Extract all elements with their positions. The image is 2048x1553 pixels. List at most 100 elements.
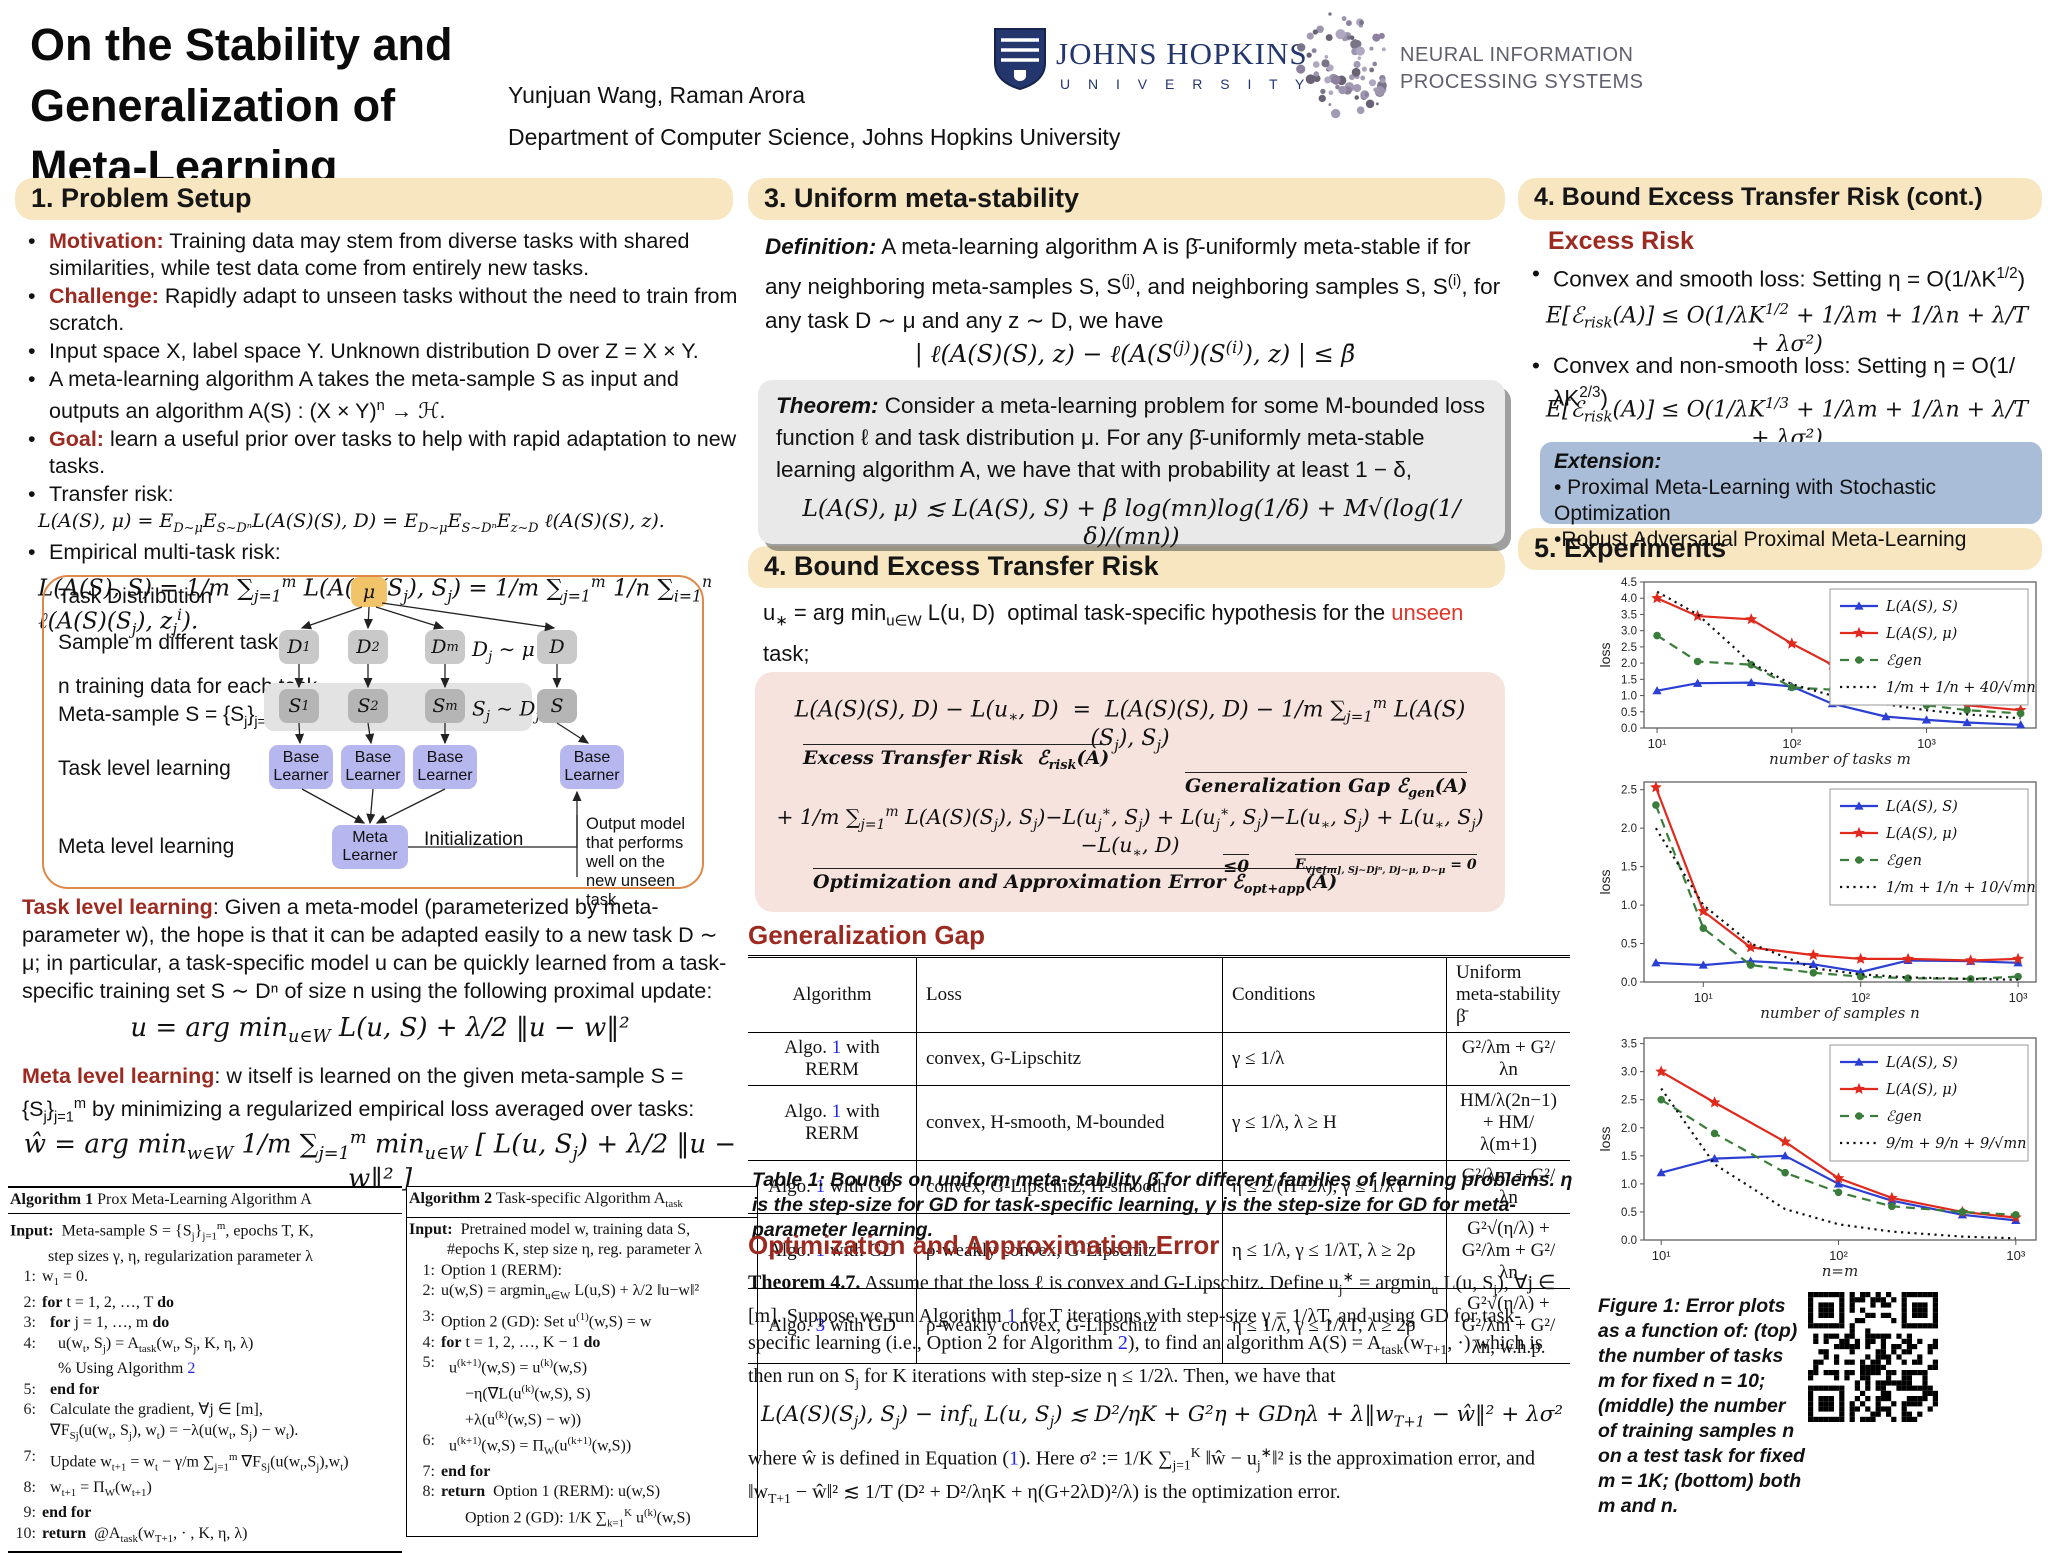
svg-text:1/m + 1/n + 10/√mn: 1/m + 1/n + 10/√mn xyxy=(1886,880,2036,896)
svg-text:ℰgen: ℰgen xyxy=(1886,853,1922,869)
poster-title-line1: On the Stability and Generalization of xyxy=(30,14,670,136)
svg-text:3.0: 3.0 xyxy=(1621,626,1637,638)
algorithm-1-body: Input: Meta-sample S = {Sj}j=1m, epochs … xyxy=(8,1214,402,1553)
transfer-risk-label: Transfer risk: xyxy=(49,481,174,508)
svg-text:2.0: 2.0 xyxy=(1621,823,1637,835)
alg2-line: 4:for t = 1, 2, …, K − 1 do xyxy=(409,1333,755,1354)
algorithm-2-body: Input: Pretrained model w, training data… xyxy=(407,1218,757,1536)
unseen-hypothesis-line: u∗ = arg minu∈W L(u, D) optimal task-spe… xyxy=(763,596,1505,670)
svg-text:2.5: 2.5 xyxy=(1621,785,1637,797)
smooth-loss-formula: E[ℰrisk(A)] ≤ O(1/λK1/2 + 1/λm + 1/λn + … xyxy=(1534,300,2040,357)
theorem-paragraph: Theorem: Consider a meta-learning proble… xyxy=(776,390,1487,486)
bullet-icon: • xyxy=(28,283,40,337)
theorem-text: Consider a meta-learning problem for som… xyxy=(776,393,1485,482)
bullet-spaces: • Input space X, label space Y. Unknown … xyxy=(28,338,740,365)
goal-text: learn a useful prior over tasks to help … xyxy=(49,427,736,478)
alg1-line: 8: wt+1 = ΠW(wt+1) xyxy=(10,1478,400,1504)
algorithm-2-input: Input: Pretrained model w, training data… xyxy=(409,1220,755,1241)
definition-text: A meta-learning algorithm A is β̄-unifor… xyxy=(765,234,1500,333)
svg-text:3.5: 3.5 xyxy=(1621,1039,1637,1051)
col-stability: Uniform meta-stability β̄ xyxy=(1447,957,1571,1033)
svg-text:loss: loss xyxy=(1598,870,1613,895)
svg-text:4.5: 4.5 xyxy=(1621,577,1637,589)
theorem-box: Theorem: Consider a meta-learning proble… xyxy=(758,380,1505,544)
svg-text:10³: 10³ xyxy=(2009,990,2028,1005)
jhu-shield-icon xyxy=(992,26,1048,92)
svg-text:3.0: 3.0 xyxy=(1621,1067,1637,1079)
bullet-icon: • xyxy=(28,366,40,425)
neurips-wordmark: NEURAL INFORMATION PROCESSING SYSTEMS xyxy=(1400,42,1644,96)
expectation-zero-label: E∀j∈[m], Sj∼Djⁿ, Dj∼μ, D∼μ = 0 xyxy=(1295,854,1477,876)
svg-text:10³: 10³ xyxy=(1917,736,1936,751)
svg-text:2.0: 2.0 xyxy=(1621,1123,1637,1135)
theorem-47-label: Theorem 4.7. xyxy=(748,1272,860,1294)
svg-text:ℰgen: ℰgen xyxy=(1886,653,1922,669)
meta-learning-diagram: Task Distribution Sample m different tas… xyxy=(42,575,704,889)
svg-text:10³: 10³ xyxy=(2006,1248,2025,1263)
svg-text:0.0: 0.0 xyxy=(1621,1235,1637,1247)
svg-text:loss: loss xyxy=(1598,643,1613,668)
svg-text:10²: 10² xyxy=(1782,736,1801,751)
svg-text:1.5: 1.5 xyxy=(1621,1151,1637,1163)
alg2-line: 3:Option 2 (GD): Set u(1)(w,S) = w xyxy=(409,1307,755,1333)
svg-text:n=m: n=m xyxy=(1822,1262,1858,1280)
svg-text:number of tasks m: number of tasks m xyxy=(1769,750,1911,768)
algorithm-1-input2: step sizes γ, η, regularization paramete… xyxy=(10,1247,400,1268)
meta-stability-formula: | ℓ(A(S)(S), z) − ℓ(A(S(j))(S(i)), z) | … xyxy=(765,338,1505,369)
svg-text:10²: 10² xyxy=(1829,1248,1848,1263)
bullet-transfer-risk: • Transfer risk: xyxy=(28,481,740,508)
svg-text:L(A(S), μ): L(A(S), μ) xyxy=(1885,626,1957,642)
diagram-arrows xyxy=(44,577,702,887)
bullet-algorithm: • A meta-learning algorithm A takes the … xyxy=(28,366,740,425)
empirical-risk-label: Empirical multi-task risk: xyxy=(49,539,281,566)
spaces-text: Input space X, label space Y. Unknown di… xyxy=(49,338,699,365)
neurips-logo-icon xyxy=(1282,4,1404,128)
proximal-update-formula: u = arg minu∈W L(u, S) + λ/2 ‖u − w‖² xyxy=(22,1013,738,1047)
goal-label: Goal: xyxy=(49,427,104,451)
jhu-wordmark: JOHNS HOPKINS xyxy=(1056,36,1308,72)
svg-text:0.5: 0.5 xyxy=(1621,1207,1637,1219)
algorithm-2-box: Algorithm 2 Task-specific Algorithm Atas… xyxy=(406,1186,758,1537)
alg2-line: +λ(u(k)(w,S) − w)) xyxy=(409,1405,755,1431)
extension-box: Extension: • Proximal Meta-Learning with… xyxy=(1540,442,2042,524)
col-algorithm: Algorithm xyxy=(748,957,917,1033)
alg2-line: 1:Option 1 (RERM): xyxy=(409,1261,755,1282)
algorithm-1-input: Input: Meta-sample S = {Sj}j=1m, epochs … xyxy=(10,1216,400,1247)
jhu-logo xyxy=(992,26,1048,97)
bullet-motivation: • Motivation: Training data may stem fro… xyxy=(28,228,740,282)
svg-text:0.0: 0.0 xyxy=(1621,977,1637,989)
bullet-icon: • xyxy=(28,228,40,282)
section-4cont-header: 4. Bound Excess Transfer Risk (cont.) xyxy=(1518,178,2042,220)
svg-text:0.5: 0.5 xyxy=(1621,707,1637,719)
stability-table-header-row: Algorithm Loss Conditions Uniform meta-s… xyxy=(748,957,1570,1033)
svg-text:L(A(S), S): L(A(S), S) xyxy=(1885,1055,1958,1071)
alg2-line: 2:u(w,S) = argminu∈W L(u,S) + λ/2 ‖u−w‖² xyxy=(409,1281,755,1307)
alg1-line: ∇FSj(u(wt, Sj), wt) = −λ(u(wt, Sj) − wt)… xyxy=(10,1421,400,1447)
theorem-47-text: Assume that the loss ℓ is convex and G-L… xyxy=(748,1272,1555,1388)
svg-text:loss: loss xyxy=(1598,1127,1613,1152)
alg2-line: Option 2 (GD): 1/K ∑k=1K u(k)(w,S) xyxy=(409,1503,755,1534)
section-1-header: 1. Problem Setup xyxy=(15,178,733,220)
svg-text:1.0: 1.0 xyxy=(1621,1179,1637,1191)
svg-text:10¹: 10¹ xyxy=(1648,736,1667,751)
svg-text:L(A(S), S): L(A(S), S) xyxy=(1885,599,1958,615)
definition-label: Definition: xyxy=(765,234,876,259)
svg-text:1.5: 1.5 xyxy=(1621,862,1637,874)
svg-text:0.0: 0.0 xyxy=(1621,723,1637,735)
alg1-line: 7: Update wt+1 = wt − γ/m ∑j=1m ∇FSj(u(w… xyxy=(10,1447,400,1478)
meta-objective-formula: ŵ = arg minw∈W 1/m ∑j=1m minu∈W [ L(u, S… xyxy=(22,1128,738,1194)
svg-text:3.5: 3.5 xyxy=(1621,609,1637,621)
svg-text:1.0: 1.0 xyxy=(1621,900,1637,912)
alg1-line: 5: end for xyxy=(10,1380,400,1401)
bullet-goal: • Goal: learn a useful prior over tasks … xyxy=(28,426,740,480)
svg-text:L(A(S), μ): L(A(S), μ) xyxy=(1885,826,1957,842)
alg1-line: 6: Calculate the gradient, ∀j ∈ [m], xyxy=(10,1400,400,1421)
definition-paragraph: Definition: A meta-learning algorithm A … xyxy=(765,230,1507,338)
svg-text:number of samples n: number of samples n xyxy=(1760,1004,1920,1022)
figure-caption: Figure 1: Error plots as a function of: … xyxy=(1598,1294,1806,1519)
excess-risk-heading: Excess Risk xyxy=(1548,227,1694,256)
theorem-label: Theorem: xyxy=(776,393,879,418)
